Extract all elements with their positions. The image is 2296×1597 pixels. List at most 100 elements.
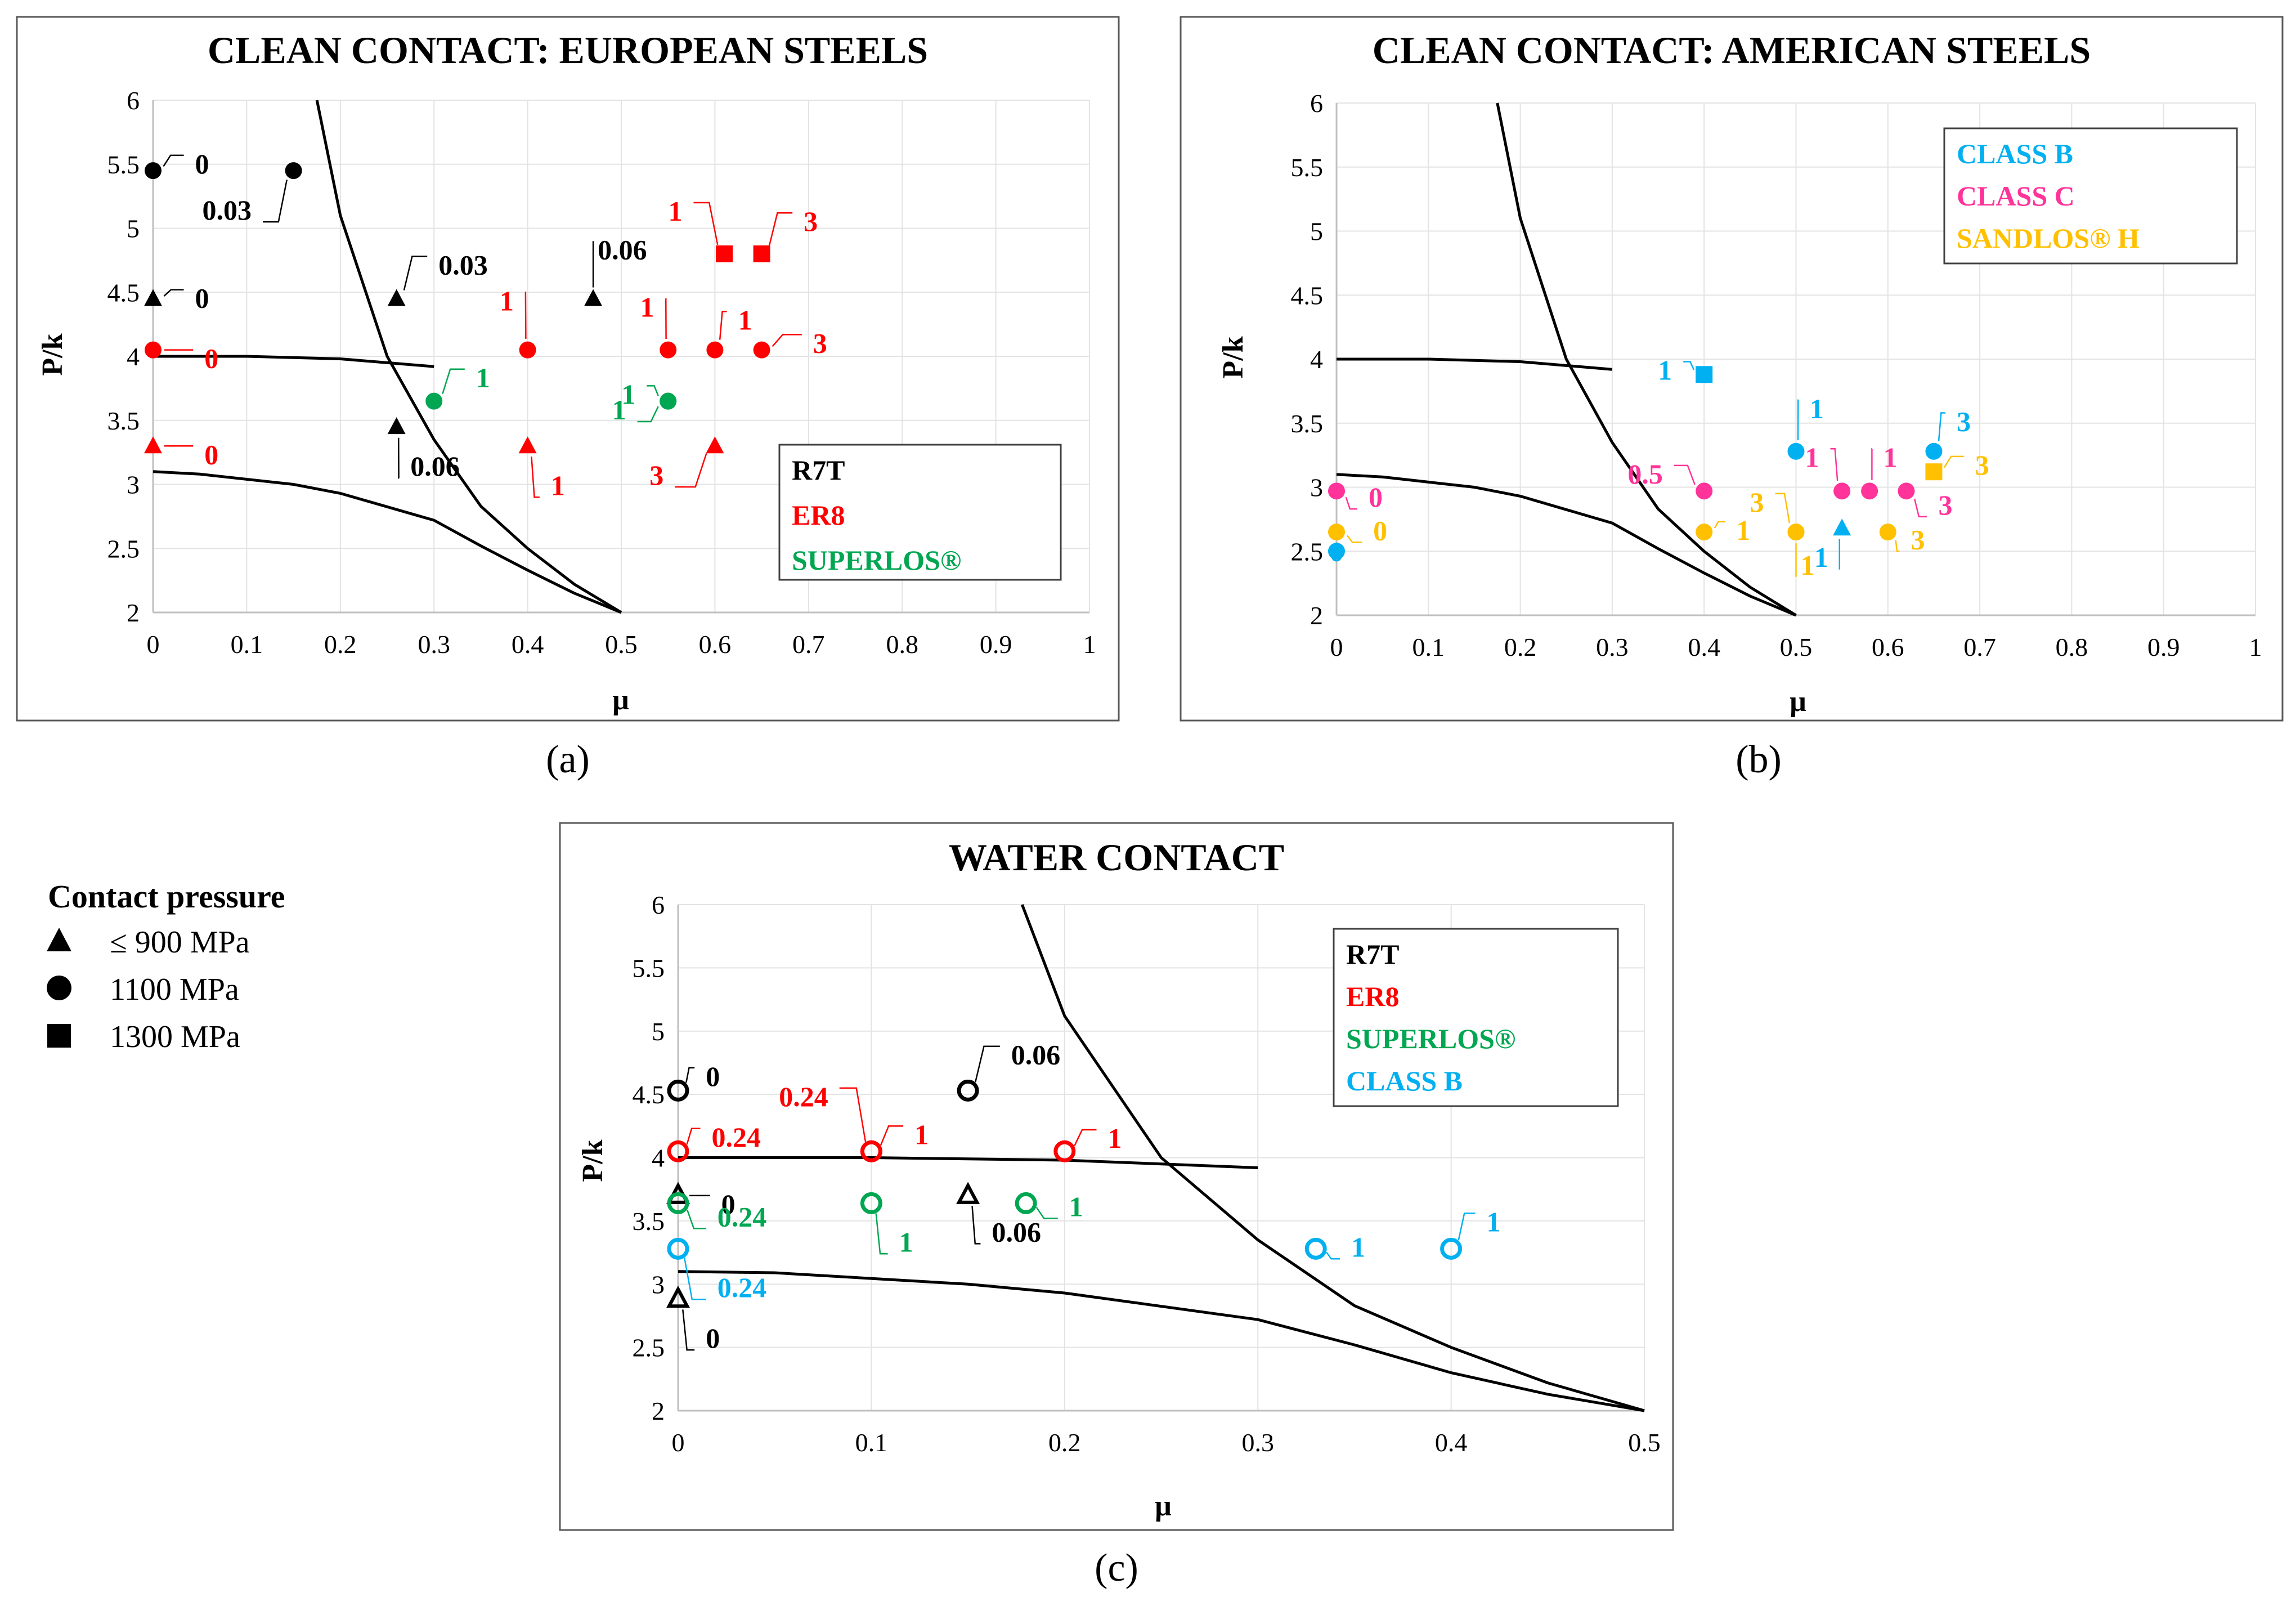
data-point [1925,463,1943,481]
point-label: 0.06 [1011,1039,1061,1071]
label-leader [1035,1207,1058,1219]
x-tick-label: 0.8 [886,630,918,659]
x-tick-label: 0.2 [324,630,357,659]
x-tick-label: 0 [1330,633,1343,661]
label-leader [693,202,719,245]
x-tick-label: 0 [147,630,160,659]
label-leader [1714,521,1725,529]
y-tick-label: 2.5 [633,1334,665,1362]
x-tick-label: 0.3 [1596,633,1629,661]
point-label: 1 [914,1119,929,1150]
panel-b-title: CLEAN CONTACT: AMERICAN STEELS [1373,29,2091,71]
point-label: 3 [1938,489,1952,521]
panel-b-xlabel: μ [1790,686,1806,718]
label-leader [685,1067,695,1083]
point-label: 1 [738,304,752,335]
point-label: 0.5 [1627,458,1663,490]
x-tick-label: 0.4 [1688,633,1720,661]
point-label: 0.06 [598,234,647,265]
limit-curve-0 [315,100,622,614]
x-tick-label: 0.6 [1872,633,1904,661]
y-tick-label: 6 [1310,89,1323,118]
data-point [285,162,302,180]
series-legend-entry: CLASS B [1957,138,2073,169]
panel-a-frame [16,16,1120,722]
y-tick-label: 5 [127,214,140,243]
x-tick-label: 1 [1083,630,1096,659]
series-legend-entry: CLASS B [1346,1065,1463,1097]
data-point [425,392,443,410]
limit-curve-2 [1336,473,1797,617]
point-label: 0.24 [779,1081,828,1112]
point-label: 1 [500,285,514,316]
point-label: 3 [649,459,663,491]
contact-pressure-legend: Contact pressure ≤ 900 MPa 1100 MPa 1300… [47,878,285,1054]
data-point [1861,482,1878,500]
point-label: 1 [1801,549,1815,581]
data-point [1925,442,1943,460]
label-leader [397,437,400,479]
data-point [860,1140,882,1162]
point-label: 1 [1069,1191,1083,1222]
y-tick-label: 3.5 [107,406,140,435]
y-tick-label: 6 [652,891,665,919]
label-leader [839,1087,867,1142]
panel-b-plot: 0 0.1 0.2 0.3 0.4 0.5 0.6 0.7 0.8 0.9 1 2 2.5 3 3.5 4 4.… [1291,89,2262,661]
label-leader [1683,361,1695,370]
data-point [144,436,162,454]
pressure-item-1: 1100 MPa [110,972,239,1007]
data-point [1328,482,1345,500]
data-point [1440,1237,1463,1260]
y-tick-label: 5.5 [1291,153,1324,182]
data-point [584,289,603,306]
data-point [667,1192,689,1214]
panel-c-plot: 0 0.1 0.2 0.3 0.4 0.522.533.544.555.5600.0600… [633,891,1661,1457]
square-marker-icon [47,1024,71,1048]
label-leader [1913,498,1927,518]
point-label: 1 [1658,355,1672,386]
point-label: 0 [1369,481,1383,513]
y-tick-label: 5 [652,1017,665,1046]
pressure-item-2: 1300 MPa [110,1019,240,1054]
data-point [519,341,536,359]
point-label: 1 [1805,441,1819,473]
label-leader [682,1309,695,1351]
y-tick-label: 5.5 [107,150,140,179]
data-point [667,1079,689,1102]
data-point [1696,366,1713,383]
panel-a-caption: (a) [546,738,590,781]
y-tick-label: 2 [1310,601,1323,630]
label-leader [768,212,793,246]
point-label: 0.06 [992,1216,1041,1247]
series-legend-box [778,444,1062,581]
label-leader [971,1206,981,1245]
point-label: 0 [706,1322,720,1354]
x-tick-label: 0.2 [1504,633,1537,661]
data-point [956,1182,980,1204]
panel-b-ylabel: P/k [1217,336,1249,378]
limit-curve-2 [678,1270,1645,1412]
panel-b-caption: (b) [1736,738,1782,781]
label-leader [772,334,802,347]
panel-a-ylabel: P/k [37,333,69,375]
label-leader [403,256,428,290]
point-label: 1 [1736,515,1750,546]
series-legend-entry: SUPERLOS® [792,544,961,576]
point-label: 0 [195,283,209,314]
data-point [660,341,677,359]
y-tick-label: 5 [1310,217,1323,246]
data-point [706,341,724,359]
limit-curve-1 [678,1156,1258,1169]
x-tick-label: 0.1 [231,630,263,659]
data-point [1879,524,1896,541]
point-label: 0 [204,343,218,374]
point-label: 1 [1810,393,1824,424]
point-label: 0 [1330,535,1344,567]
x-tick-label: 0.9 [2147,633,2180,661]
point-label: 0.06 [410,450,460,482]
series-legend-entry: SANDLOS® H [1957,222,2140,254]
y-tick-label: 4 [1310,345,1323,374]
data-point [753,245,770,262]
panel-b-frame [1180,16,2284,722]
